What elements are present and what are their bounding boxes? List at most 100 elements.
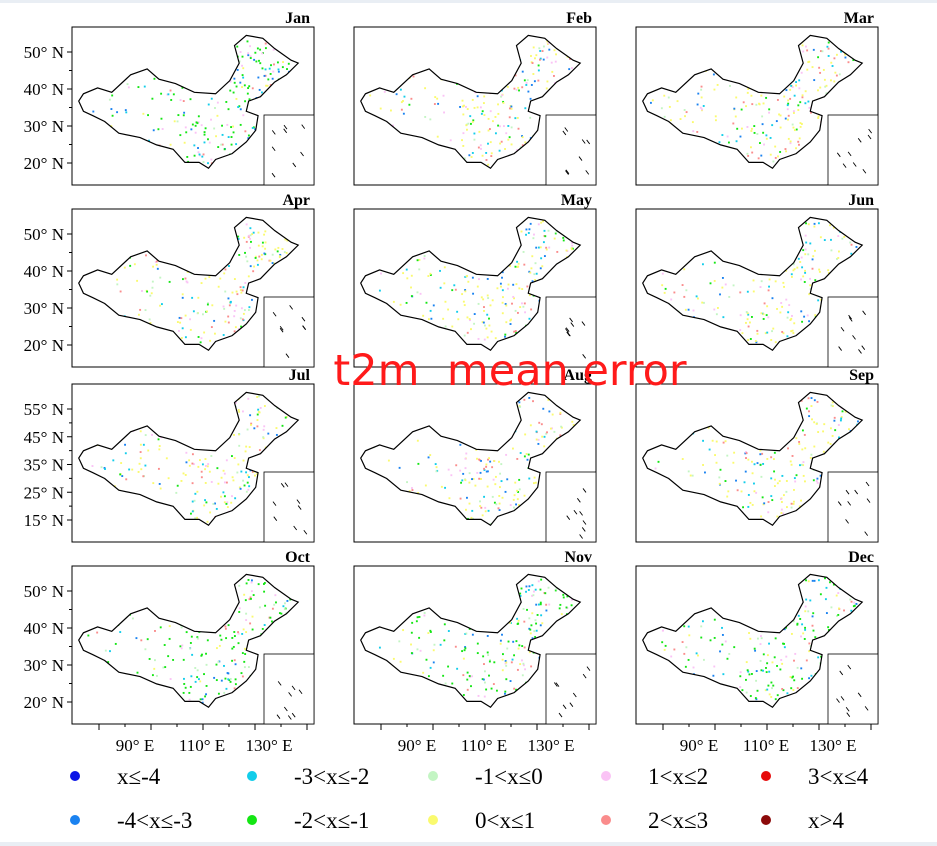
station-point [243, 236, 246, 239]
station-point [769, 153, 772, 156]
station-point [786, 692, 789, 695]
station-point [199, 698, 202, 701]
station-point [463, 649, 466, 652]
station-point [482, 655, 485, 658]
station-point [546, 80, 549, 83]
station-point [782, 281, 785, 284]
station-point [184, 686, 187, 689]
station-point [271, 620, 273, 623]
y-tick-label: 25° N [24, 483, 64, 502]
station-point [748, 632, 750, 634]
station-point [771, 330, 773, 333]
station-point [570, 248, 573, 251]
station-point [147, 449, 150, 452]
station-point [818, 268, 821, 271]
station-point [756, 332, 759, 335]
station-point [281, 66, 284, 69]
station-point [183, 683, 186, 685]
station-point [831, 435, 834, 437]
station-point [759, 463, 762, 466]
station-point [459, 106, 462, 108]
station-point [114, 642, 117, 645]
station-point [661, 629, 664, 632]
station-point [824, 598, 827, 601]
station-point [249, 237, 251, 240]
station-point [783, 285, 785, 288]
station-point [517, 619, 520, 622]
station-point [749, 338, 752, 340]
station-point [154, 659, 156, 662]
station-point [793, 488, 795, 491]
station-point [454, 288, 457, 291]
station-point [544, 235, 547, 238]
station-point [191, 296, 194, 299]
station-point [443, 266, 446, 269]
station-point [182, 658, 185, 661]
station-point [733, 107, 736, 110]
inset-frame [827, 471, 879, 543]
station-point [481, 678, 484, 681]
station-point [481, 154, 484, 157]
station-point [820, 298, 823, 301]
station-point [167, 477, 170, 480]
station-point [486, 635, 489, 637]
station-point [728, 295, 731, 298]
station-point [810, 453, 813, 456]
station-point [800, 256, 803, 259]
station-point [264, 68, 267, 71]
station-point [825, 92, 828, 95]
station-point [499, 486, 501, 489]
nine-dash-segment [579, 534, 583, 539]
station-point [824, 577, 826, 580]
station-point [286, 68, 288, 71]
station-point [151, 97, 154, 100]
station-point [746, 290, 749, 293]
station-point [497, 507, 500, 510]
x-tick-label: 130° E [528, 736, 575, 755]
inset-frame [263, 653, 315, 725]
station-point [256, 259, 259, 262]
station-point [472, 292, 475, 295]
station-point [461, 99, 464, 102]
station-point [490, 155, 493, 158]
station-point [516, 149, 519, 151]
station-point [237, 106, 240, 108]
station-point [263, 582, 266, 584]
legend-marker [247, 815, 257, 825]
station-point [395, 93, 398, 96]
station-point [805, 407, 808, 410]
station-point [519, 306, 522, 309]
panel-title: Jul [289, 367, 311, 384]
station-point [405, 268, 408, 271]
station-point [465, 632, 468, 635]
station-point [491, 120, 494, 123]
station-point [192, 310, 195, 313]
station-point [794, 480, 797, 483]
station-point [685, 289, 688, 292]
nine-dash-segment [852, 162, 857, 167]
station-point [566, 595, 569, 598]
station-point [534, 262, 537, 265]
station-point [235, 143, 238, 146]
legend-label: 1<x≤2 [648, 764, 708, 789]
y-tick-label: 35° N [24, 456, 64, 475]
station-point [502, 653, 504, 656]
legend-label: 3<x≤4 [808, 764, 869, 789]
station-point [513, 506, 515, 509]
station-point [799, 101, 802, 104]
station-point [416, 259, 419, 262]
station-point [176, 120, 179, 123]
station-point [208, 141, 211, 144]
station-point [251, 470, 254, 473]
station-point [264, 247, 267, 250]
station-point [538, 47, 541, 50]
station-point [244, 130, 247, 133]
station-point [425, 658, 428, 661]
station-point [746, 126, 749, 128]
station-point [236, 471, 239, 474]
station-point [697, 92, 700, 95]
station-point [214, 107, 216, 109]
station-point [387, 459, 390, 462]
station-point [210, 118, 212, 121]
station-point [807, 253, 810, 256]
